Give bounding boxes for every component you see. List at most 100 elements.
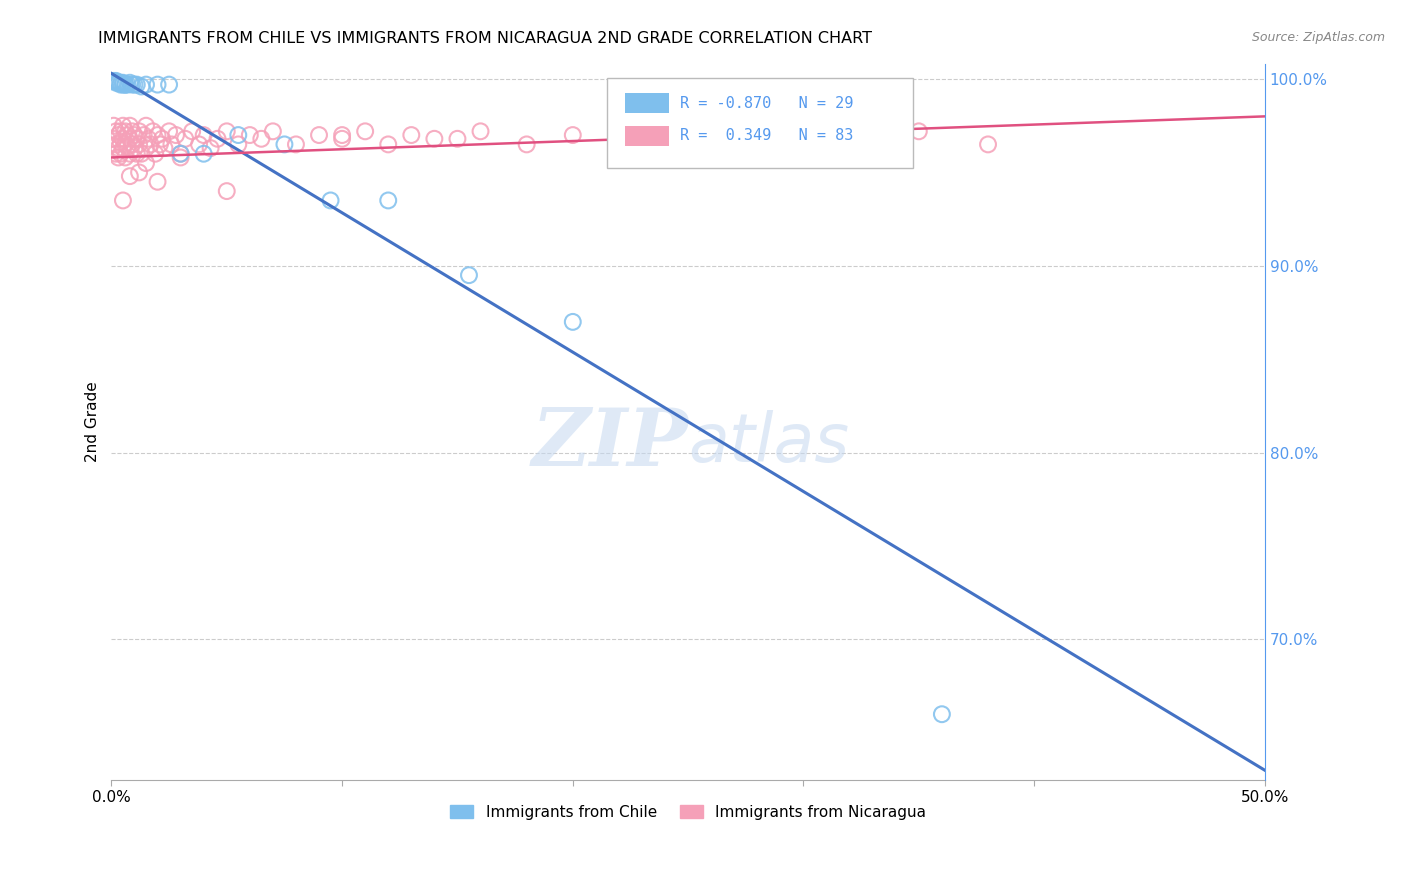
Point: [121, 124, 143, 138]
Point: [262, 124, 284, 138]
Point: [117, 139, 139, 153]
Point: [105, 74, 128, 88]
Point: [181, 124, 204, 138]
Point: [308, 128, 330, 142]
Point: [200, 141, 222, 155]
Point: [142, 124, 165, 138]
Point: [114, 124, 136, 138]
Text: Source: ZipAtlas.com: Source: ZipAtlas.com: [1251, 31, 1385, 45]
Point: [226, 137, 249, 152]
Point: [118, 169, 141, 183]
Point: [103, 74, 125, 88]
Point: [111, 141, 134, 155]
Point: [193, 128, 215, 142]
Point: [105, 146, 128, 161]
Y-axis label: 2nd Grade: 2nd Grade: [86, 382, 100, 462]
Point: [676, 124, 699, 138]
Point: [169, 151, 191, 165]
Point: [377, 137, 399, 152]
Legend: Immigrants from Chile, Immigrants from Nicaragua: Immigrants from Chile, Immigrants from N…: [444, 798, 932, 826]
Point: [107, 76, 129, 90]
Point: [215, 184, 238, 198]
Point: [114, 78, 136, 92]
Point: [607, 132, 630, 146]
Point: [128, 124, 150, 138]
FancyBboxPatch shape: [607, 78, 912, 168]
Point: [747, 137, 769, 152]
Point: [110, 78, 132, 92]
Point: [215, 124, 238, 138]
Point: [110, 136, 132, 150]
Point: [135, 78, 157, 92]
Text: ZIP: ZIP: [531, 405, 688, 482]
Point: [149, 137, 172, 152]
Point: [516, 137, 538, 152]
Point: [132, 128, 155, 142]
Point: [165, 128, 187, 142]
Point: [908, 124, 931, 138]
Point: [174, 132, 197, 146]
Point: [111, 78, 134, 92]
Point: [931, 707, 953, 722]
Point: [135, 119, 157, 133]
Point: [157, 78, 180, 92]
Point: [330, 132, 353, 146]
Point: [121, 78, 143, 92]
Point: [124, 78, 146, 92]
Text: atlas: atlas: [688, 410, 849, 476]
Point: [319, 194, 342, 208]
Text: R = -0.870   N = 29: R = -0.870 N = 29: [681, 96, 853, 111]
Point: [977, 137, 1000, 152]
Point: [169, 146, 191, 161]
Point: [118, 146, 141, 161]
Point: [193, 146, 215, 161]
Point: [103, 132, 125, 146]
Point: [118, 132, 141, 146]
Point: [118, 76, 141, 90]
Point: [110, 76, 132, 90]
Point: [146, 128, 169, 142]
Point: [401, 128, 423, 142]
Point: [169, 146, 191, 161]
Point: [117, 78, 139, 92]
Bar: [624, 94, 668, 113]
Point: [273, 137, 295, 152]
Point: [125, 146, 148, 161]
Point: [139, 137, 162, 152]
Point: [111, 119, 134, 133]
Point: [107, 151, 129, 165]
Point: [561, 128, 583, 142]
Point: [118, 119, 141, 133]
Text: IMMIGRANTS FROM CHILE VS IMMIGRANTS FROM NICARAGUA 2ND GRADE CORRELATION CHART: IMMIGRANTS FROM CHILE VS IMMIGRANTS FROM…: [98, 31, 872, 46]
Point: [330, 128, 353, 142]
Point: [131, 79, 153, 94]
Bar: [624, 126, 668, 145]
Point: [143, 146, 166, 161]
Point: [110, 124, 132, 138]
Point: [136, 132, 159, 146]
Point: [110, 146, 132, 161]
Point: [105, 137, 128, 152]
Point: [792, 128, 814, 142]
Point: [561, 315, 583, 329]
Point: [135, 141, 157, 155]
Point: [128, 165, 150, 179]
Point: [157, 124, 180, 138]
Point: [160, 137, 183, 152]
Point: [146, 175, 169, 189]
Point: [111, 132, 134, 146]
Point: [128, 137, 150, 152]
Point: [125, 78, 148, 92]
Point: [114, 137, 136, 152]
Point: [146, 78, 169, 92]
Point: [188, 137, 211, 152]
Point: [458, 268, 481, 282]
Point: [114, 78, 136, 92]
Point: [124, 141, 146, 155]
Point: [114, 151, 136, 165]
Point: [131, 146, 153, 161]
Point: [470, 124, 492, 138]
Point: [103, 119, 125, 133]
Point: [117, 128, 139, 142]
Point: [121, 137, 143, 152]
